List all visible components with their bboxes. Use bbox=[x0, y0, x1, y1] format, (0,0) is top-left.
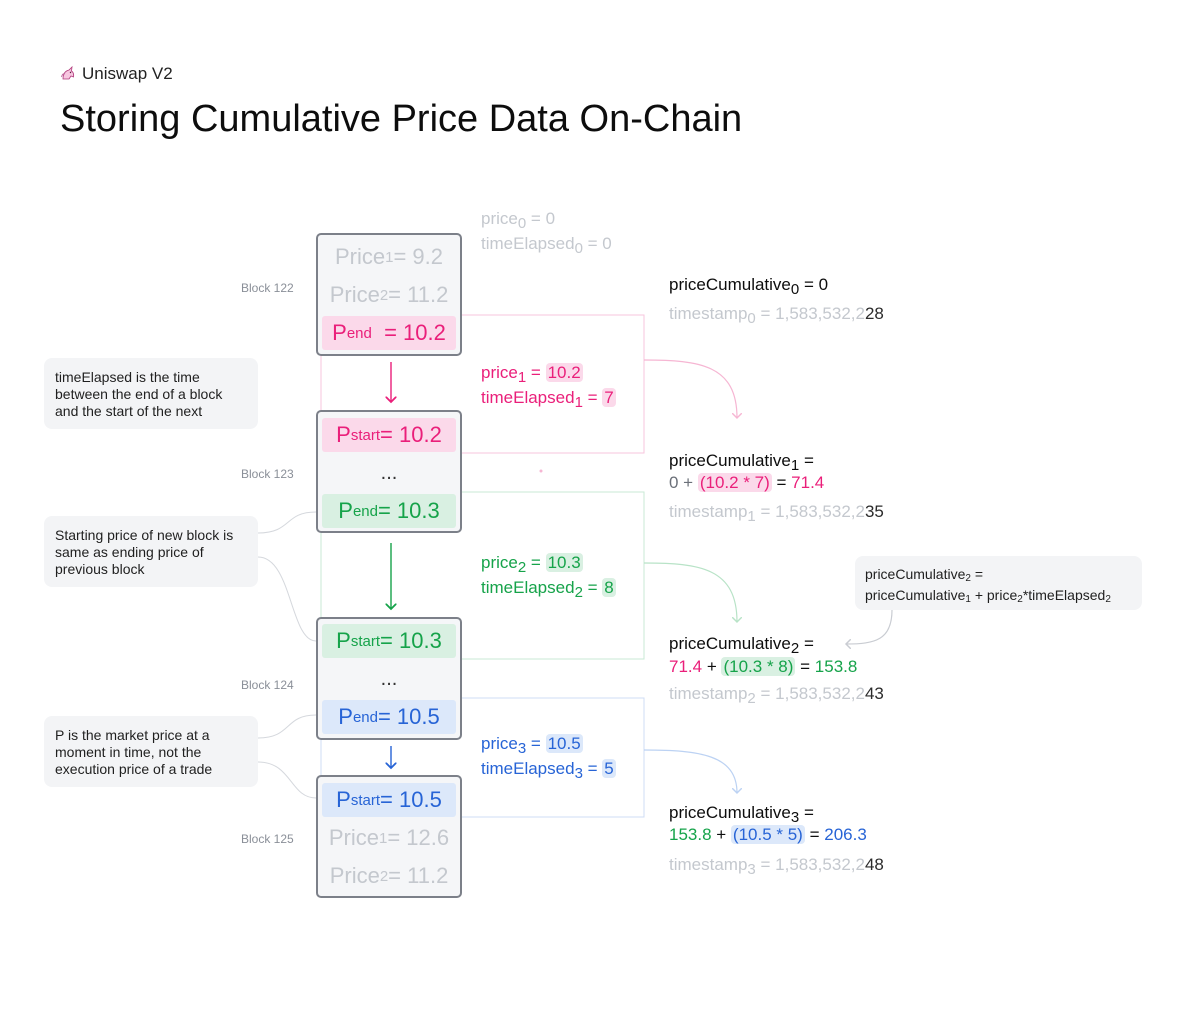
price-cumulative-2-label: priceCumulative2 = bbox=[669, 634, 814, 657]
timestamp-1: timestamp1 = 1,583,532,235 bbox=[669, 502, 884, 525]
timestamp-0: timestamp0 = 1,583,532,228 bbox=[669, 304, 884, 327]
block-label-125: Block 125 bbox=[241, 832, 294, 846]
block-label-124: Block 124 bbox=[241, 678, 294, 692]
note-market-price: P is the market price at a moment in tim… bbox=[44, 716, 258, 787]
price-cumulative-3-calc: 153.8 + (10.5 * 5) = 206.3 bbox=[669, 825, 867, 844]
price-cumulative-1-label: priceCumulative1 = bbox=[669, 451, 814, 474]
block-label-122: Block 122 bbox=[241, 281, 294, 295]
formula-line-1: priceCumulative2 = bbox=[865, 566, 984, 584]
formula-note: priceCumulative2 = priceCumulative1 + pr… bbox=[855, 556, 1142, 610]
price-cumulative-3-label: priceCumulative3 = bbox=[669, 803, 814, 826]
block-122-price2: Price 2 = 11.2 bbox=[329, 282, 449, 307]
page-title: Storing Cumulative Price Data On-Chain bbox=[60, 98, 743, 140]
block-125-price1: Price 1 = 12.6 bbox=[328, 825, 450, 850]
note-time-elapsed: timeElapsed is the time between the end … bbox=[44, 358, 258, 429]
timestamp-3: timestamp3 = 1,583,532,248 bbox=[669, 855, 884, 878]
price-0: price0 = 0 bbox=[481, 209, 556, 232]
brand-name: Uniswap V2 bbox=[82, 64, 173, 83]
price-cumulative-2-calc: 71.4 + (10.3 * 8) = 153.8 bbox=[669, 657, 858, 676]
formula-line-2: priceCumulative1 + price2*timeElapsed2 bbox=[865, 587, 1111, 605]
block-122-price1: Price 1 = 9.2 bbox=[334, 244, 443, 269]
price-3: price3 = 10.5 bbox=[481, 734, 583, 757]
block-124-ellipsis: ... bbox=[380, 667, 398, 690]
block-125-price2: Price 2 = 11.2 bbox=[329, 863, 449, 888]
time-elapsed-0: timeElapsed0 = 0 bbox=[481, 234, 612, 257]
price-2: price2 = 10.3 bbox=[481, 553, 583, 576]
note-starting-price: Starting price of new block is same as e… bbox=[44, 516, 258, 587]
time-elapsed-3: timeElapsed3 = 5 bbox=[481, 759, 616, 782]
time-elapsed-2: timeElapsed2 = 8 bbox=[481, 578, 616, 601]
time-elapsed-1: timeElapsed1 = 7 bbox=[481, 388, 616, 411]
timestamp-2: timestamp2 = 1,583,532,243 bbox=[669, 684, 884, 707]
unicorn-icon bbox=[61, 66, 75, 80]
price-cumulative-1-calc: 0 + (10.2 * 7) = 71.4 bbox=[669, 473, 825, 492]
brand: Uniswap V2 bbox=[60, 64, 173, 84]
block-label-123: Block 123 bbox=[241, 467, 294, 481]
price-1: price1 = 10.2 bbox=[481, 363, 583, 386]
block-123-ellipsis: ... bbox=[380, 461, 398, 484]
price-cumulative-0: priceCumulative0 = 0 bbox=[669, 275, 829, 298]
